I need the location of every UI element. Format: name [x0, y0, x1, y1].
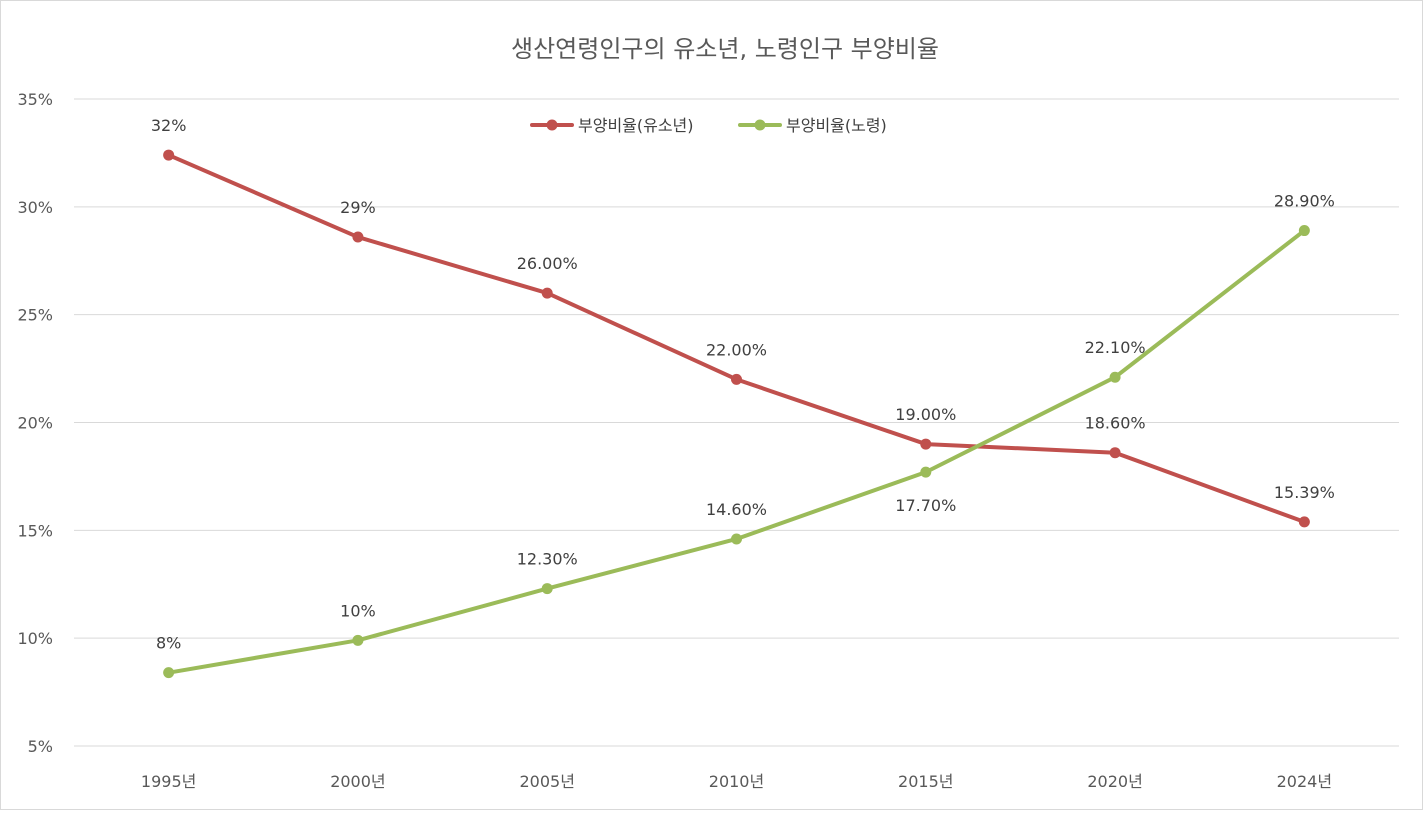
data-point — [541, 287, 553, 299]
data-label: 22.00% — [706, 340, 767, 359]
legend-label: 부양비율(유소년) — [578, 116, 694, 135]
y-tick-label: 30% — [17, 198, 53, 217]
data-label: 26.00% — [517, 254, 578, 273]
data-label: 14.60% — [706, 500, 767, 519]
data-label: 17.70% — [895, 496, 956, 515]
data-point — [352, 231, 364, 243]
data-labels: 32% 29% 26.00% 22.00% 19.00% 18.60% 15.39% 8% 10… — [151, 116, 1335, 653]
data-label: 18.60% — [1085, 414, 1146, 433]
data-label: 28.90% — [1274, 192, 1335, 211]
data-label: 10% — [340, 601, 376, 620]
legend-marker — [546, 119, 558, 131]
data-point — [731, 373, 742, 385]
data-point — [1109, 371, 1121, 383]
y-tick-label: 35% — [17, 90, 53, 109]
data-point — [1298, 516, 1310, 528]
series-line-2 — [166, 228, 1307, 675]
y-tick-label: 15% — [17, 521, 53, 540]
series-layer — [163, 149, 1310, 679]
data-point — [163, 667, 175, 679]
data-point — [1298, 225, 1310, 237]
data-point — [1109, 447, 1121, 459]
data-point — [920, 438, 932, 450]
data-label: 22.10% — [1085, 338, 1146, 357]
legend-marker — [754, 119, 766, 131]
legend: 부양비율(유소년) 부양비율(노령) — [530, 116, 887, 135]
y-tick-label: 10% — [17, 629, 53, 648]
data-label: 15.39% — [1274, 483, 1335, 502]
data-label: 29% — [340, 198, 376, 217]
data-label: 32% — [151, 116, 187, 135]
data-label: 19.00% — [895, 405, 956, 424]
gridlines — [74, 98, 1399, 747]
x-tick-label: 2005년 — [519, 772, 574, 791]
x-tick-label: 2024년 — [1277, 772, 1332, 791]
x-axis-ticks: 1995년 2000년 2005년 2010년 2015년 2020년 2024년 — [141, 772, 1332, 791]
y-axis-ticks: 5% 10% 15% 20% 25% 30% 35% — [17, 90, 53, 756]
data-point — [731, 533, 742, 545]
data-point — [920, 466, 932, 478]
chart-title: 생산연령인구의 유소년, 노령인구 부양비율 — [511, 35, 939, 63]
x-tick-label: 2015년 — [898, 772, 953, 791]
data-label: 8% — [156, 634, 181, 653]
data-point — [352, 634, 364, 646]
x-tick-label: 2020년 — [1087, 772, 1142, 791]
x-tick-label: 2000년 — [330, 772, 385, 791]
data-point — [163, 149, 175, 161]
x-tick-label: 2010년 — [709, 772, 764, 791]
x-tick-label: 1995년 — [141, 772, 196, 791]
y-tick-label: 25% — [17, 306, 53, 325]
legend-label: 부양비율(노령) — [786, 116, 887, 135]
data-point — [541, 583, 553, 595]
y-tick-label: 20% — [17, 414, 53, 433]
y-tick-label: 5% — [28, 737, 53, 756]
data-label: 12.30% — [517, 550, 578, 569]
